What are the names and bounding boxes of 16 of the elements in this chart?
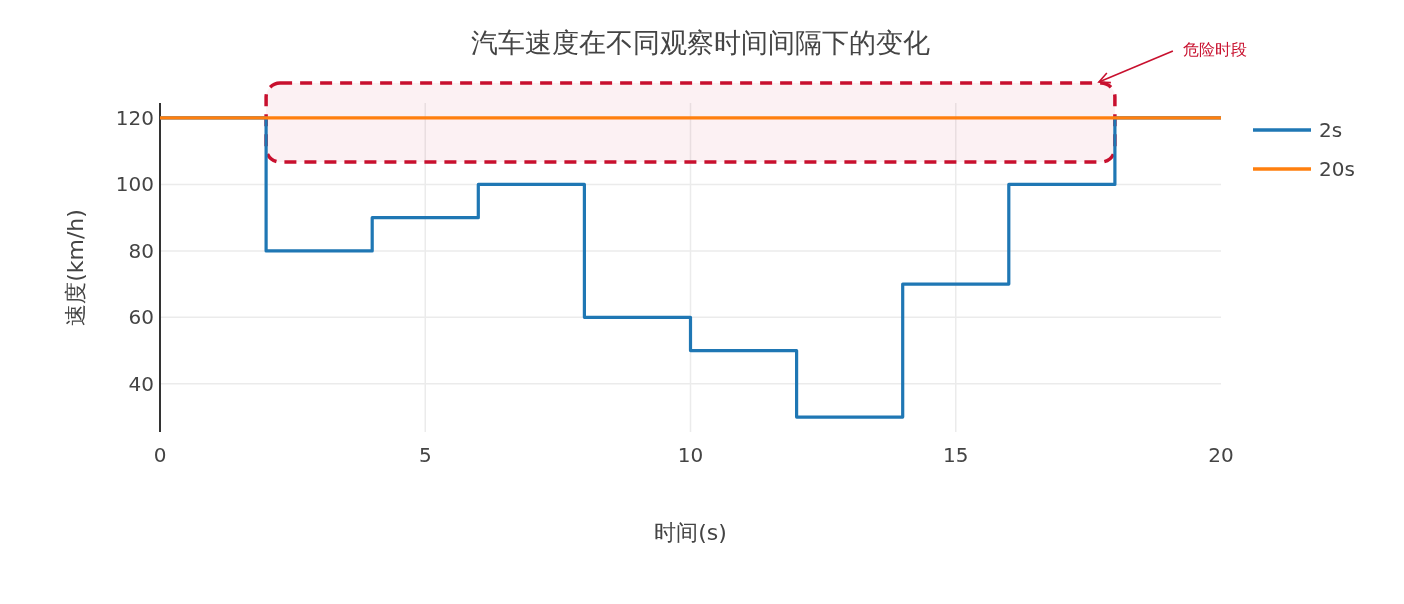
ytick: 120: [115, 105, 154, 130]
legend-label: 2s: [1319, 118, 1343, 142]
xtick: 5: [418, 443, 432, 467]
xtick: 0: [153, 443, 167, 467]
xtick: 10: [677, 443, 704, 467]
title: 汽车速度在不同观察时间间隔下的变化: [471, 27, 930, 58]
ytick: 60: [128, 305, 154, 330]
xlabel: 时间(s): [654, 520, 727, 545]
ytick: 80: [128, 238, 154, 263]
ytick: 40: [128, 371, 154, 396]
ytick: 100: [115, 172, 154, 197]
xtick: 15: [943, 443, 969, 467]
ylabel: 速度(km/h): [63, 209, 88, 326]
band-label: 危险时段: [1182, 40, 1247, 59]
xtick: 20: [1208, 443, 1234, 467]
legend-label: 20s: [1319, 157, 1355, 181]
